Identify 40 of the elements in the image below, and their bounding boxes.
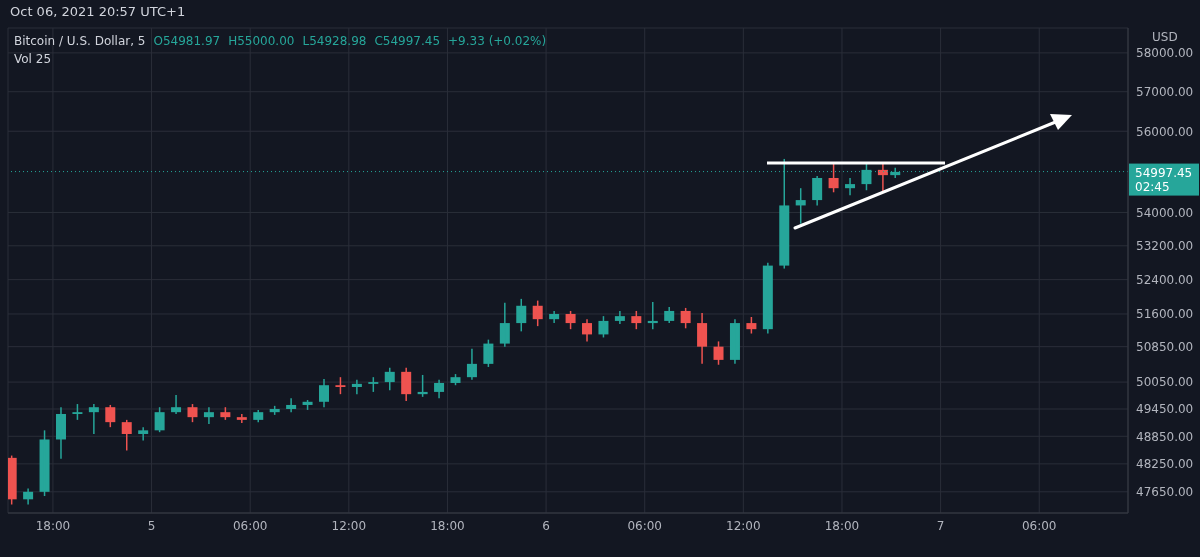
text: Bitcoin / U.S. Dollar, 5 xyxy=(14,34,146,48)
y-tick-label: 51600.00 xyxy=(1136,307,1194,322)
x-tick-label: 06:00 xyxy=(1021,518,1057,533)
y-tick-label: 49450.00 xyxy=(1136,402,1194,417)
y-tick-label: 48250.00 xyxy=(1136,457,1194,472)
x-tick-label: 12:00 xyxy=(726,518,761,533)
x-tick-label: 5 xyxy=(147,518,156,533)
annotation: H55000.00 xyxy=(228,34,295,48)
x-tick-label: 6 xyxy=(542,518,550,533)
y-tick-label: 56000.00 xyxy=(1136,124,1194,139)
y-tick-label: 50850.00 xyxy=(1136,339,1194,354)
annotation: +9.33 (+0.02%) xyxy=(448,34,547,48)
annotation: Vol 25 xyxy=(14,52,52,66)
x-tick-label: 12:00 xyxy=(331,518,367,533)
annotation: L54928.98 xyxy=(302,34,367,48)
y-tick-label: 54000.00 xyxy=(1136,205,1194,220)
x-tick-label: 06:00 xyxy=(232,518,268,533)
y-tick-label: 48850.00 xyxy=(1136,429,1194,444)
x-tick-label: 18:00 xyxy=(35,518,71,533)
candlestick xyxy=(187,403,198,423)
y-axis-title: USD xyxy=(1152,30,1178,44)
x-tick-label: 06:00 xyxy=(627,518,663,533)
y-tick-label: 50050.00 xyxy=(1136,375,1194,390)
candlestick xyxy=(121,419,132,452)
candlestick xyxy=(8,454,17,506)
y-tick-label: 52400.00 xyxy=(1136,272,1194,287)
annotation: C54997.45 xyxy=(374,34,441,48)
y-tick-label: 57000.00 xyxy=(1136,84,1194,99)
candlestick xyxy=(105,404,116,428)
annotation: O54981.97 xyxy=(153,34,221,48)
ref-line-label: 54997.45 02:45 xyxy=(1135,165,1193,194)
candlestick xyxy=(39,429,50,497)
x-tick-label: 18:00 xyxy=(430,518,465,533)
x-tick-label: 18:00 xyxy=(824,518,860,533)
x-tick-label: 7 xyxy=(936,518,945,533)
y-tick-label: 58000.00 xyxy=(1136,46,1194,61)
chart-subtitle: Oct 06, 2021 20:57 UTC+1 xyxy=(10,4,186,19)
y-tick-label: 53200.00 xyxy=(1136,239,1194,254)
candlestick xyxy=(631,310,642,330)
y-tick-label: 47650.00 xyxy=(1136,485,1194,500)
